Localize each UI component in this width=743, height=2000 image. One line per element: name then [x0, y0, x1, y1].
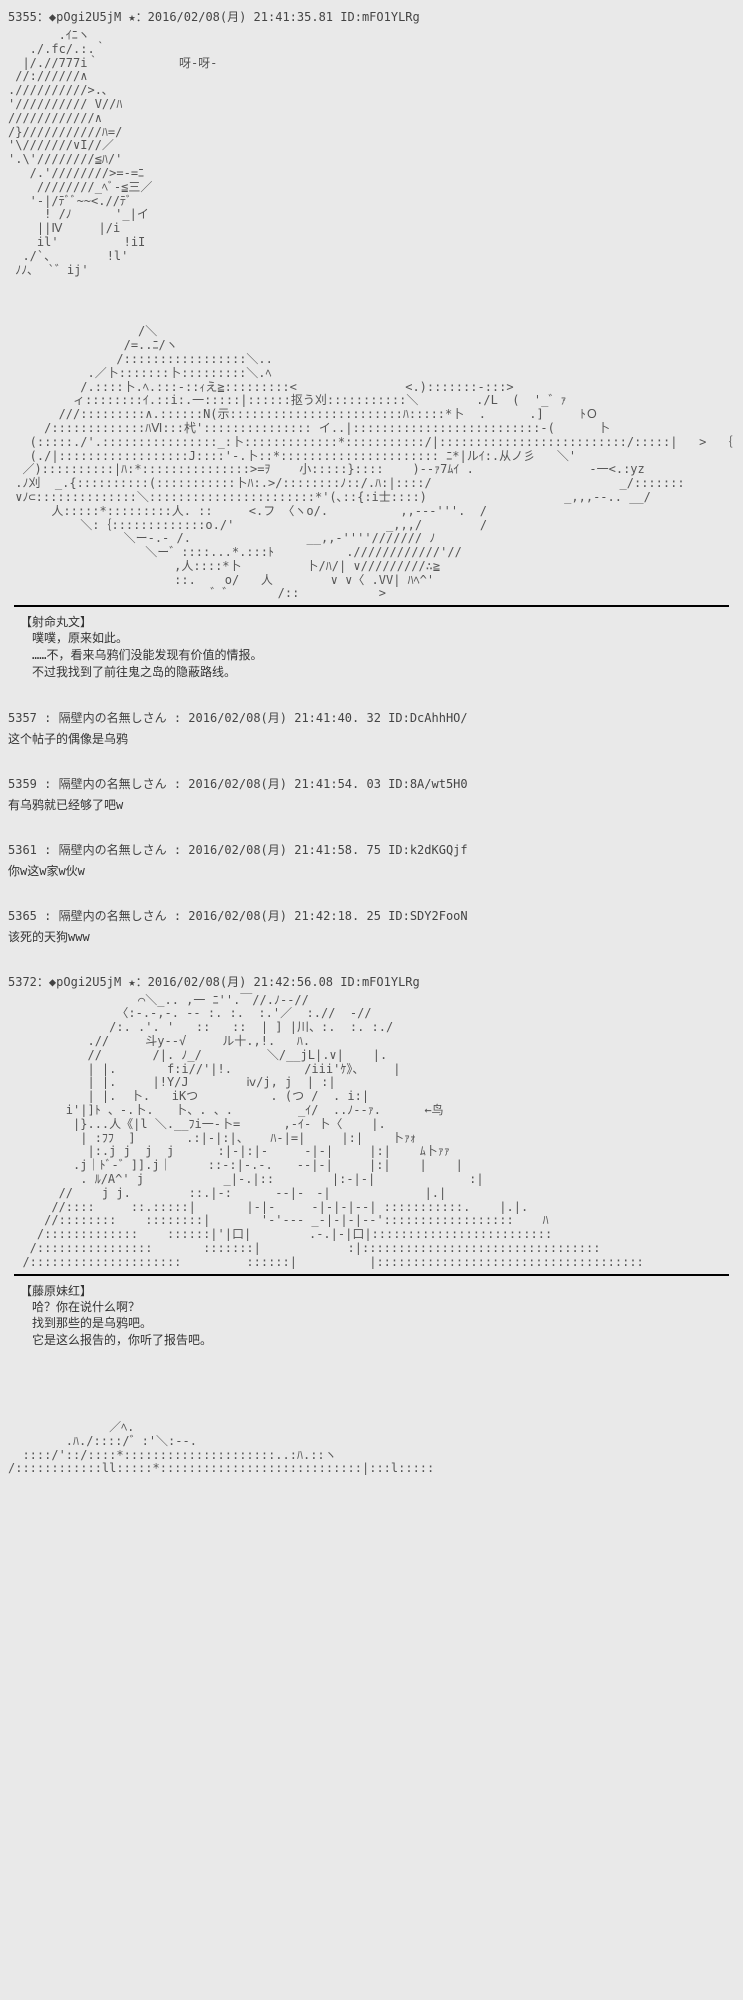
post-datetime: 2016/02/08(月) 21:41:58. 75: [188, 843, 381, 857]
ascii-art-crow: .ｲﾆヽ ./.fc/.:.｀ |/.//777i｀ 呀-呀- //://///…: [8, 29, 735, 277]
post-number: 5372: [8, 975, 37, 989]
speaker-block: 【射命丸文】 噗噗，原来如此。 ……不，看来乌鸦们没能发现有价值的情报。 不过我…: [8, 605, 735, 680]
dialogue-line: 它是这么报告的，你听了报告吧。: [32, 1332, 735, 1349]
reply-post: 5361 : 隔壁内の名無しさん : 2016/02/08(月) 21:41:5…: [8, 841, 735, 879]
post-tripcode: ◆pOgi2U5jM ★: [49, 10, 136, 24]
post-header: 5361 : 隔壁内の名無しさん : 2016/02/08(月) 21:41:5…: [8, 841, 735, 858]
speaker-name: 【藤原妹红】: [20, 1282, 735, 1299]
post-id: 8A/wt5H0: [410, 777, 468, 791]
post-number: 5357: [8, 711, 37, 725]
post-number: 5365: [8, 909, 37, 923]
dialogue-line: 噗噗，原来如此。: [32, 630, 735, 647]
post: 5372：◆pOgi2U5jM ★：2016/02/08(月) 21:42:56…: [8, 973, 735, 1349]
post-datetime: 2016/02/08(月) 21:42:56.08: [148, 975, 333, 989]
post-username: 隔壁内の名無しさん: [59, 777, 167, 791]
post-header: 5359 : 隔壁内の名無しさん : 2016/02/08(月) 21:41:5…: [8, 775, 735, 792]
speaker-name: 【射命丸文】: [20, 613, 735, 630]
divider-line: [14, 1274, 729, 1276]
post-header: 5365 : 隔壁内の名無しさん : 2016/02/08(月) 21:42:1…: [8, 907, 735, 924]
post-number: 5355: [8, 10, 37, 24]
post-datetime: 2016/02/08(月) 21:41:54. 03: [188, 777, 381, 791]
post-datetime: 2016/02/08(月) 21:42:18. 25: [188, 909, 381, 923]
post-datetime: 2016/02/08(月) 21:41:40. 32: [188, 711, 381, 725]
reply-text: 你w这w家w伙w: [8, 862, 735, 879]
reply-post: 5365 : 隔壁内の名無しさん : 2016/02/08(月) 21:42:1…: [8, 907, 735, 945]
dialogue-line: 哈？你在说什么啊？: [32, 1299, 735, 1316]
post-datetime: 2016/02/08(月) 21:41:35.81: [148, 10, 333, 24]
ascii-art-mokou: ⌒＼_.. ,一 ﾆ''.￣//.ﾉ--// 〈:-.‐,-. -- :. :.…: [8, 994, 735, 1270]
dialogue-line: ……不，看来乌鸦们没能发现有价值的情报。: [32, 647, 735, 664]
post-id: mFO1YLRg: [362, 10, 420, 24]
divider-line: [14, 605, 729, 607]
ascii-art-figure: /＼ /=..ﾆ/ヽ /:::::::::::::::::＼.. .／卜::::…: [8, 325, 735, 601]
post-id: SDY2FooN: [410, 909, 468, 923]
dialogue-line: 找到那些的是乌鸦吧。: [32, 1315, 735, 1332]
post-username: 隔壁内の名無しさん: [59, 909, 167, 923]
post-id: DcAhhHO/: [410, 711, 468, 725]
post-header: 5355：◆pOgi2U5jM ★：2016/02/08(月) 21:41:35…: [8, 8, 735, 25]
post-id: k2dKGQjf: [410, 843, 468, 857]
post-header: 5357 : 隔壁内の名無しさん : 2016/02/08(月) 21:41:4…: [8, 709, 735, 726]
post-number: 5361: [8, 843, 37, 857]
post-id: mFO1YLRg: [362, 975, 420, 989]
post-username: 隔壁内の名無しさん: [59, 843, 167, 857]
reply-text: 该死的天狗www: [8, 928, 735, 945]
post: 5355：◆pOgi2U5jM ★：2016/02/08(月) 21:41:35…: [8, 8, 735, 681]
reply-text: 有乌鸦就已经够了吧w: [8, 796, 735, 813]
dialogue-line: 不过我找到了前往鬼之岛的隐蔽路线。: [32, 664, 735, 681]
reply-post: 5357 : 隔壁内の名無しさん : 2016/02/08(月) 21:41:4…: [8, 709, 735, 747]
reply-post: 5359 : 隔壁内の名無しさん : 2016/02/08(月) 21:41:5…: [8, 775, 735, 813]
post-number: 5359: [8, 777, 37, 791]
reply-text: 这个帖子的偶像是乌鸦: [8, 730, 735, 747]
post-tripcode: ◆pOgi2U5jM ★: [49, 975, 136, 989]
post-username: 隔壁内の名無しさん: [59, 711, 167, 725]
ascii-art-footer: ／ﾍ. .ﾊ./::::/゛:'＼:--. ::::/'::/::::*::::…: [8, 1421, 735, 1476]
post-header: 5372：◆pOgi2U5jM ★：2016/02/08(月) 21:42:56…: [8, 973, 735, 990]
speaker-block: 【藤原妹红】 哈？你在说什么啊？ 找到那些的是乌鸦吧。 它是这么报告的，你听了报…: [8, 1274, 735, 1349]
